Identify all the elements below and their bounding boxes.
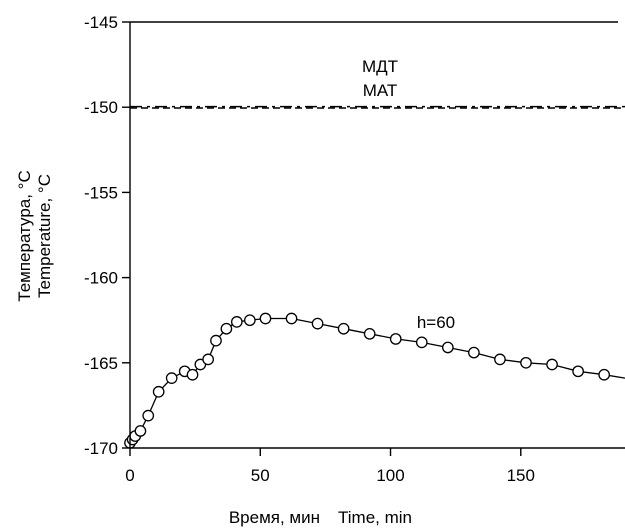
data-point [210,334,222,347]
x-axis-title-ru: Время, мин [229,508,320,527]
data-point [243,314,256,327]
data-point [389,333,402,345]
y-axis-title-ru: Температура, °C [15,170,34,301]
axes: -145 -150 -155 -160 -165 -170 0 50 100 150 [84,13,625,485]
series-line-h60 [129,317,625,444]
data-point [363,327,376,340]
data-point [337,322,350,335]
data-point [311,317,324,330]
y-tick-label: -170 [84,439,118,458]
y-tick-label: -160 [84,269,118,288]
data-point [259,312,272,325]
data-point [520,356,532,369]
y-tick-label: -150 [84,98,118,117]
y-axis-title-en: Temperature, °C [35,174,54,298]
x-tick-label: 0 [125,466,134,485]
y-tick-label: -155 [84,183,118,202]
x-tick-label: 50 [251,466,270,485]
data-point [165,372,178,384]
data-point [152,385,165,398]
data-point [572,365,584,378]
data-point [142,409,155,422]
ref-label-mat: МАТ [363,81,398,100]
x-tick-label: 150 [507,466,535,485]
plot-area [124,105,625,449]
data-point [546,358,558,371]
data-point [415,336,428,349]
series-annotation-h60: h=60 [417,313,455,332]
ref-label-mdt: МДТ [362,57,398,76]
data-point [186,368,199,381]
data-point [220,322,233,335]
data-point [441,341,454,354]
x-axis-title-en: Time, min [338,508,412,527]
data-point [598,368,611,381]
x-tick-label: 100 [376,466,404,485]
y-tick-label: -165 [84,354,118,373]
data-point [134,425,147,437]
data-point [202,353,215,366]
data-point [494,353,506,366]
data-point [230,316,243,328]
data-point [468,346,480,359]
data-point [285,312,298,325]
y-tick-label: -145 [84,13,118,32]
